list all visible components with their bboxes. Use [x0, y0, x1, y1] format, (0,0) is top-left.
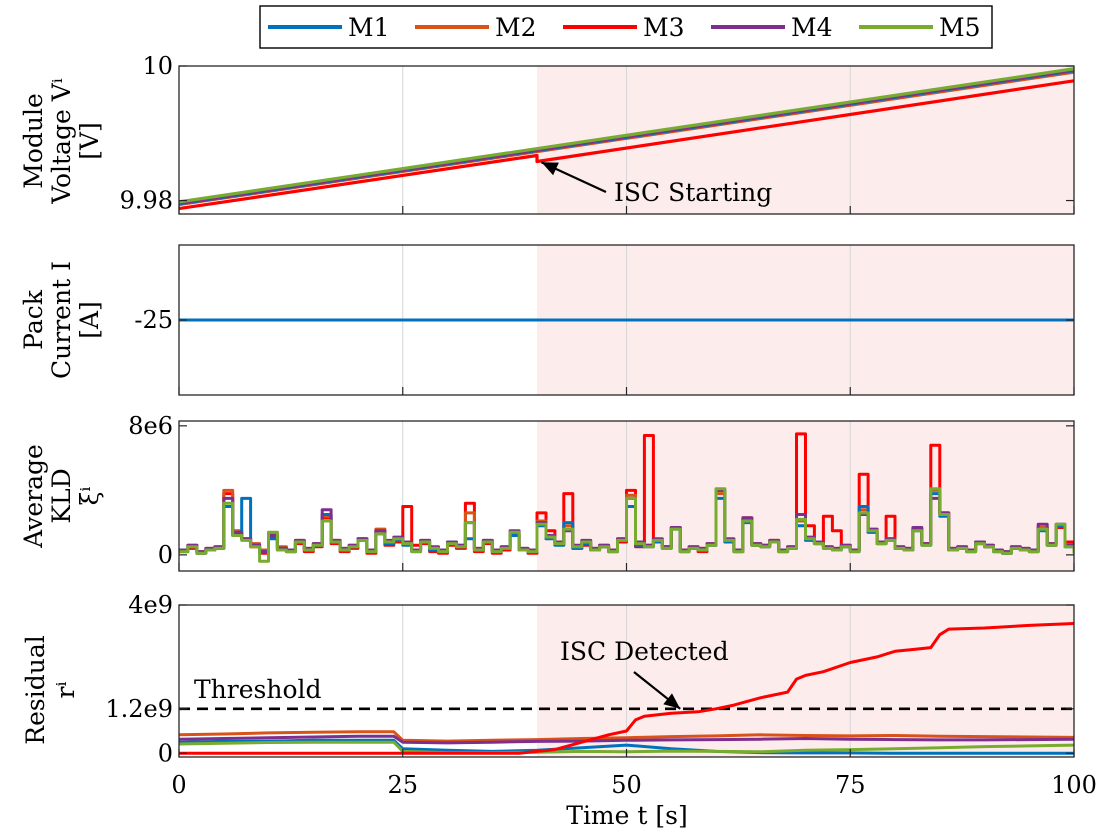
residual-series-m5 — [179, 740, 1074, 755]
residual-annotation-arrowhead — [663, 693, 681, 709]
kld-ytick-label: 8e6 — [128, 412, 173, 440]
residual-ytick-label: 4e9 — [128, 591, 173, 619]
voltage-annotation-arrowhead — [541, 162, 559, 176]
residual-series-m4 — [179, 734, 1074, 745]
x-axis-label: Time t [s] — [566, 801, 687, 830]
current-ylabel: Pack Current I [A] — [19, 261, 104, 379]
residual-ylabel-line1: Residual — [21, 635, 50, 744]
residual-series-m2 — [179, 730, 1074, 743]
voltage-series-m5 — [179, 67, 1074, 204]
residual-ylabel: Residual rⁱ — [21, 635, 80, 744]
residual-ytick-label: 1.2e9 — [105, 695, 173, 723]
legend-label-m5: M5 — [939, 13, 981, 42]
legend-label-m3: M3 — [643, 13, 685, 42]
voltage-ylabel-line3: [V] — [75, 122, 104, 160]
voltage-ytick-label: 9.98 — [120, 187, 173, 215]
panel-residual: 0 1.2e9 4e9 0 25 50 75 100 — [105, 591, 1097, 799]
kld-series — [179, 432, 1074, 563]
residual-series — [179, 622, 1074, 755]
xtick-label: 0 — [171, 771, 186, 799]
current-ylabel-line1: Pack — [19, 289, 48, 350]
kld-series-m5 — [179, 487, 1074, 563]
xtick-label: 25 — [387, 771, 418, 799]
xtick-label: 50 — [611, 771, 642, 799]
voltage-ytick-label: 10 — [142, 52, 173, 80]
kld-ylabel-line2: KLD — [47, 468, 76, 523]
panel-kld: 0 8e6 — [128, 412, 1075, 572]
voltage-ylabel-line1: Module — [19, 93, 48, 189]
isc-detected-annotation: ISC Detected — [560, 637, 729, 666]
current-ytick-label: -25 — [134, 306, 173, 334]
voltage-ylabel-line2: Voltage Vⁱ — [47, 78, 76, 205]
threshold-label: Threshold — [194, 675, 322, 704]
xtick-label: 75 — [835, 771, 866, 799]
panel-current: -25 — [134, 244, 1075, 396]
voltage-ylabel: Module Voltage Vⁱ [V] — [19, 78, 104, 205]
panel-voltage: 9.98 10 — [120, 52, 1075, 215]
residual-ytick-label: 0 — [158, 739, 173, 767]
voltage-series-m3 — [179, 79, 1074, 211]
residual-series-m1 — [179, 738, 1074, 755]
voltage-series — [179, 67, 1074, 211]
isc-starting-annotation: ISC Starting — [614, 178, 772, 207]
kld-ytick-label: 0 — [158, 541, 173, 569]
current-ylabel-line3: [A] — [75, 301, 104, 339]
kld-ylabel: Average KLD ξⁱ — [19, 444, 104, 549]
current-ylabel-line2: Current I — [47, 261, 76, 379]
legend-label-m2: M2 — [495, 13, 537, 42]
residual-ylabel-line2: rⁱ — [51, 682, 80, 699]
kld-ylabel-line1: Average — [19, 444, 48, 549]
legend-label-m1: M1 — [348, 13, 390, 42]
xtick-label: 100 — [1051, 771, 1097, 799]
kld-ylabel-line3: ξⁱ — [75, 487, 104, 506]
legend: M1 M2 M3 M4 M5 — [259, 5, 993, 49]
legend-label-m4: M4 — [791, 13, 833, 42]
residual-series-m3 — [179, 622, 1074, 755]
